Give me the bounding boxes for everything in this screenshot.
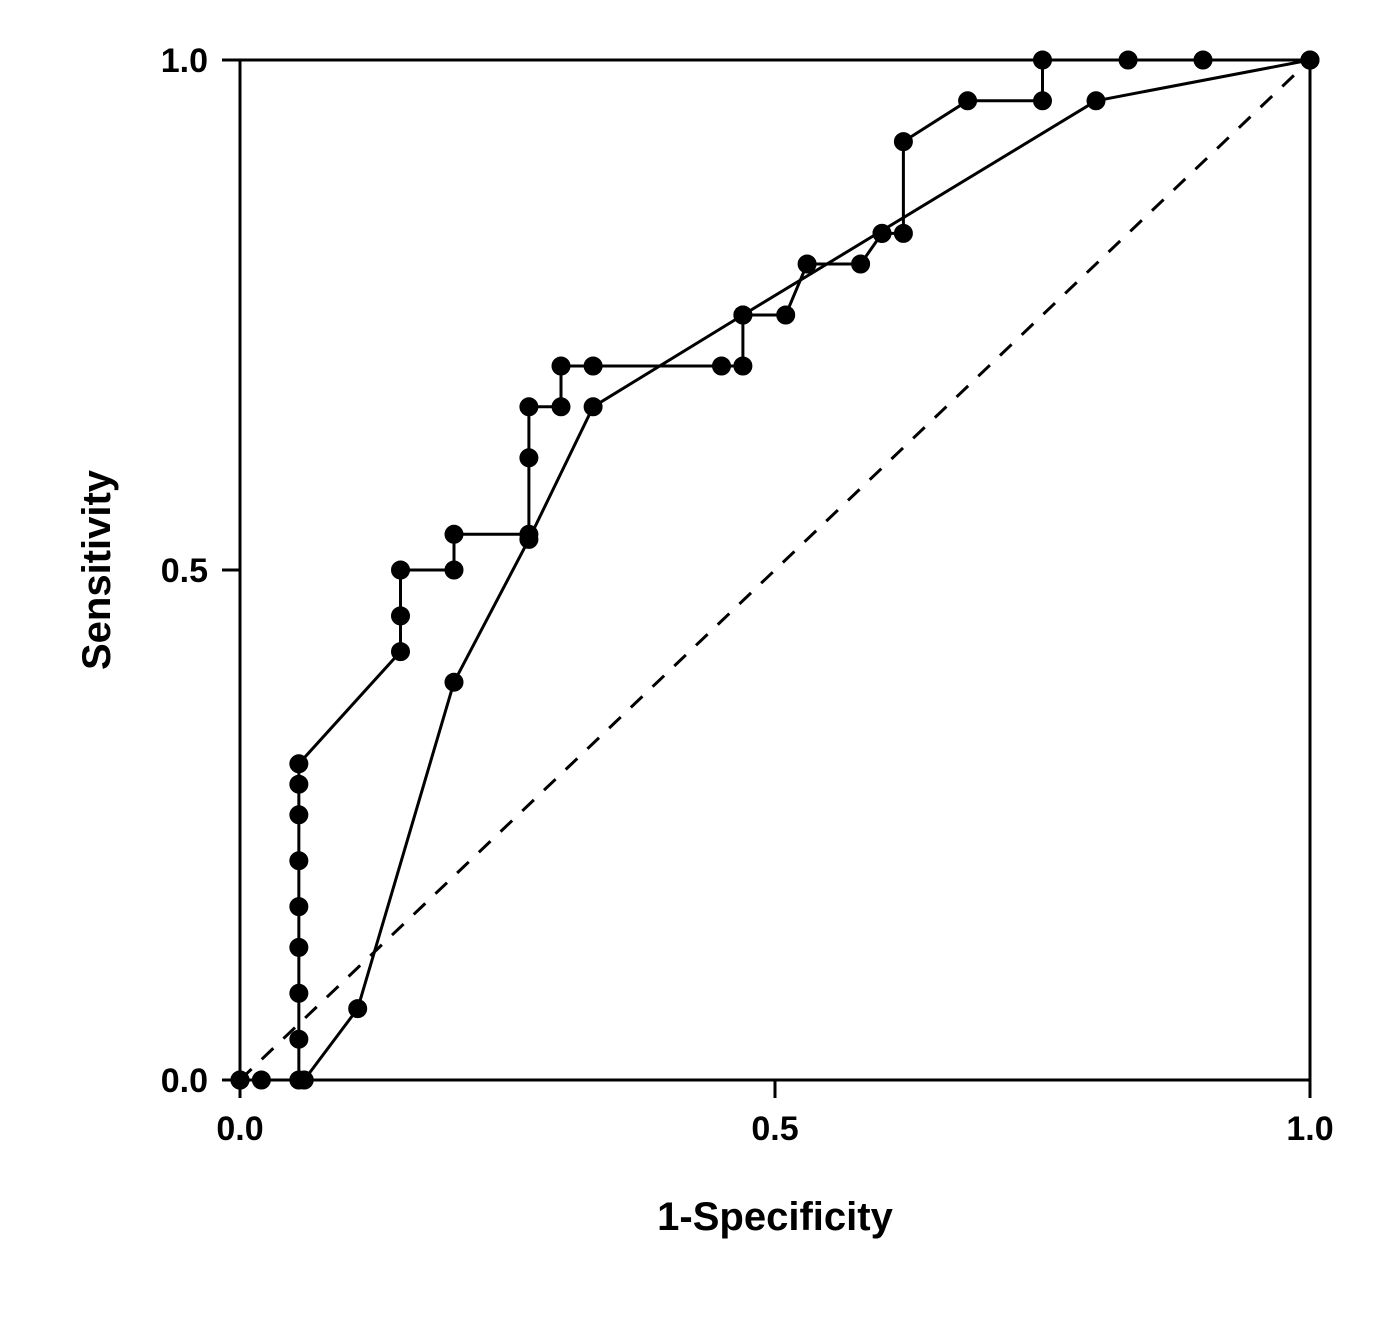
series-marker-curve-step: [252, 1071, 270, 1089]
series-marker-curve-step: [290, 898, 308, 916]
roc-chart: 0.0 0.5 1.0 0.0 0.5 1.0 1-Specificity Sensitivi…: [0, 0, 1386, 1337]
series-marker-curve-step: [520, 525, 538, 543]
x-tick-label: 1.0: [1286, 1110, 1333, 1148]
series-marker-curve-step: [290, 806, 308, 824]
series-marker-curve-step: [798, 255, 816, 273]
x-axis-title: 1-Specificity: [657, 1195, 893, 1239]
series-marker-curve-step: [290, 938, 308, 956]
series-marker-curve-step: [734, 357, 752, 375]
series-marker-curve-step: [584, 357, 602, 375]
series-marker-curve-step: [1034, 92, 1052, 110]
series-marker-curve-step: [290, 755, 308, 773]
roc-svg: 0.0 0.5 1.0 0.0 0.5 1.0 1-Specificity Sensitivi…: [0, 0, 1386, 1337]
y-tick-label: 0.5: [161, 552, 208, 590]
series-marker-curve-step: [445, 561, 463, 579]
y-axis-title: Sensitivity: [75, 469, 119, 670]
series-marker-curve-step: [713, 357, 731, 375]
series-marker-curve-step: [290, 1071, 308, 1089]
series-marker-curve-smooth: [584, 398, 602, 416]
series-marker-curve-step: [552, 398, 570, 416]
series-marker-curve-smooth: [445, 673, 463, 691]
series-marker-curve-step: [290, 852, 308, 870]
series-marker-curve-step: [1119, 51, 1137, 69]
x-tick-label: 0.0: [216, 1110, 263, 1148]
series-marker-curve-step: [734, 306, 752, 324]
y-tick-label: 0.0: [161, 1062, 208, 1100]
series-marker-curve-step: [1194, 51, 1212, 69]
series-marker-curve-step: [290, 984, 308, 1002]
series-marker-curve-step: [392, 607, 410, 625]
series-marker-curve-step: [777, 306, 795, 324]
x-tick-label: 0.5: [751, 1110, 798, 1148]
series-marker-curve-step: [231, 1071, 249, 1089]
series-marker-curve-step: [445, 525, 463, 543]
series-marker-curve-step: [552, 357, 570, 375]
series-marker-curve-step: [894, 133, 912, 151]
series-marker-curve-step: [290, 775, 308, 793]
series-marker-curve-step: [959, 92, 977, 110]
series-marker-curve-step: [520, 398, 538, 416]
series-marker-curve-smooth: [349, 1000, 367, 1018]
series-marker-curve-step: [290, 1030, 308, 1048]
y-tick-label: 1.0: [161, 42, 208, 80]
series-marker-curve-step: [392, 643, 410, 661]
series-marker-curve-step: [392, 561, 410, 579]
series-marker-curve-smooth: [1087, 92, 1105, 110]
series-marker-curve-step: [1034, 51, 1052, 69]
series-marker-curve-step: [1301, 51, 1319, 69]
series-marker-curve-step: [894, 224, 912, 242]
series-marker-curve-step: [873, 224, 891, 242]
series-marker-curve-step: [852, 255, 870, 273]
series-marker-curve-step: [520, 449, 538, 467]
